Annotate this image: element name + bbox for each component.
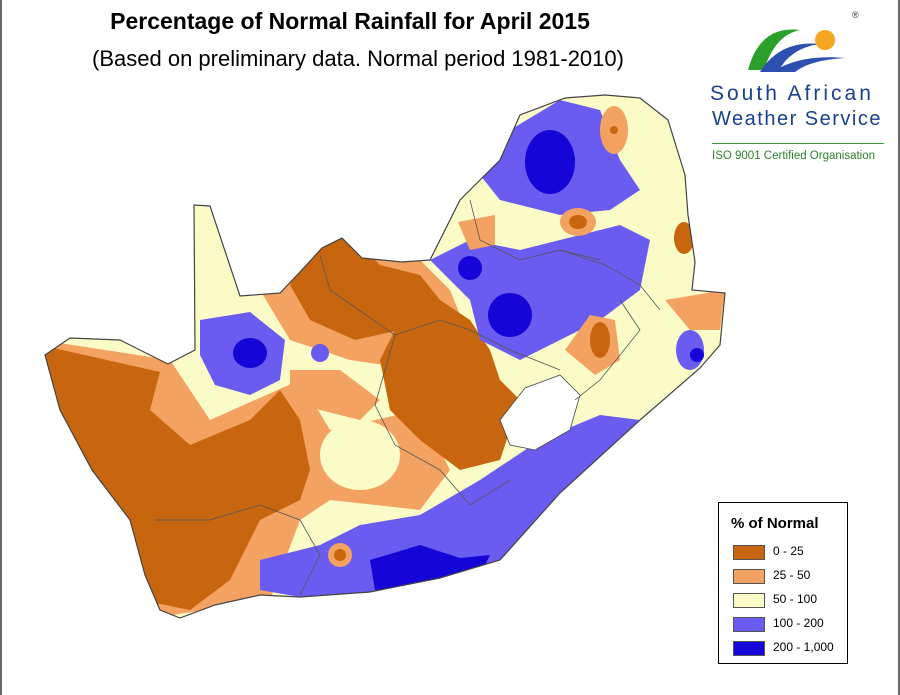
zone-kzn-0-25 bbox=[590, 322, 610, 358]
zone-east-coast-200-1000 bbox=[690, 348, 704, 362]
province-boundaries bbox=[155, 199, 661, 596]
country-outline bbox=[44, 94, 726, 619]
lesotho bbox=[499, 374, 581, 451]
legend-label: 200 - 1,000 bbox=[773, 640, 834, 654]
registered-mark: ® bbox=[852, 10, 859, 20]
legend: % of Normal 0 - 25 25 - 50 50 - 100 100 … bbox=[718, 502, 848, 664]
saws-emblem-icon bbox=[748, 29, 845, 72]
map-title: Percentage of Normal Rainfall for April … bbox=[110, 8, 590, 34]
logo-name-line2: Weather Service bbox=[712, 108, 882, 130]
zone-northeast-0-25 bbox=[610, 126, 618, 134]
legend-swatch bbox=[733, 617, 765, 632]
zone-northwest-200-1000 bbox=[233, 338, 267, 368]
zone-central-50-100 bbox=[320, 420, 400, 490]
zone-central-25-50 bbox=[290, 370, 380, 420]
legend-swatch bbox=[733, 641, 765, 656]
zone-highveld-200-1000 bbox=[488, 293, 532, 337]
legend-swatch bbox=[733, 569, 765, 584]
frame-left-border bbox=[0, 0, 2, 695]
zone-northeast-200-1000 bbox=[525, 130, 575, 194]
zone-gauteng-25-50 bbox=[458, 215, 495, 250]
zone-south-coast-200-1000 bbox=[370, 545, 490, 590]
zone-far-east-0-25 bbox=[674, 222, 694, 254]
zone-north-0-25 bbox=[290, 230, 440, 340]
saws-logo: South African Weather Service ISO 9001 C… bbox=[700, 10, 895, 175]
legend-label: 100 - 200 bbox=[773, 616, 824, 630]
map-subtitle: (Based on preliminary data. Normal perio… bbox=[92, 46, 624, 71]
legend-label: 50 - 100 bbox=[773, 592, 818, 606]
logo-divider bbox=[712, 143, 884, 144]
legend-swatch bbox=[733, 593, 765, 608]
legend-title: % of Normal bbox=[731, 515, 819, 532]
logo-certification: ISO 9001 Certified Organisation bbox=[712, 150, 876, 162]
zone-highveld-200-1000-b bbox=[458, 256, 482, 280]
zone-spot-100-200 bbox=[311, 344, 329, 362]
legend-label: 0 - 25 bbox=[773, 544, 804, 558]
legend-label: 25 - 50 bbox=[773, 568, 811, 582]
zone-south-coast-100-200 bbox=[260, 415, 640, 597]
zone-northeast-coast-25-50 bbox=[665, 290, 725, 330]
zone-south-0-25 bbox=[334, 549, 346, 561]
legend-swatch bbox=[733, 545, 765, 560]
frame-right-border bbox=[898, 0, 900, 695]
rainfall-zones bbox=[45, 95, 725, 618]
logo-name-line1: South African bbox=[710, 82, 874, 105]
zone-highveld-0-25 bbox=[569, 215, 587, 229]
